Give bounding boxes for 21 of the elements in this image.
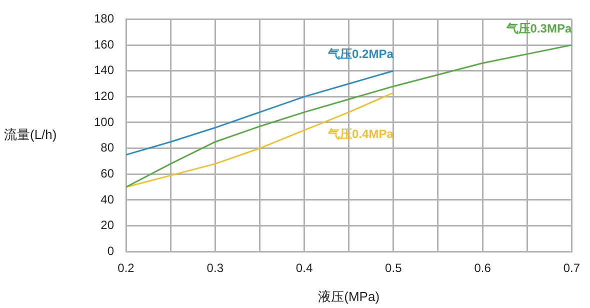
x-tick-label: 0.5 [385, 261, 402, 276]
x-axis-title: 液压(MPa) [318, 289, 380, 304]
y-tick-label: 60 [100, 166, 114, 180]
x-tick-label: 0.7 [563, 261, 580, 276]
y-tick-label: 120 [94, 88, 114, 103]
y-axis-title: 流量(L/h) [4, 126, 57, 142]
y-tick-label: 20 [100, 218, 114, 232]
series-label: 气压0.4MPa [327, 127, 394, 142]
y-tick-label: 80 [100, 140, 114, 155]
y-tick-label: 180 [94, 12, 114, 26]
x-tick-label: 0.6 [474, 261, 492, 276]
y-tick-label: 140 [94, 63, 114, 78]
y-tick-label: 100 [94, 114, 114, 129]
y-tick-label: 0 [107, 244, 114, 258]
y-tick-label: 40 [100, 192, 114, 206]
series-label: 气压0.3MPa [505, 21, 572, 36]
x-tick-label: 0.4 [296, 261, 313, 276]
series-label: 气压0.2MPa [327, 47, 394, 62]
y-tick-label: 160 [94, 37, 114, 52]
x-tick-label: 0.3 [206, 261, 224, 276]
x-tick-label: 0.2 [118, 261, 135, 276]
